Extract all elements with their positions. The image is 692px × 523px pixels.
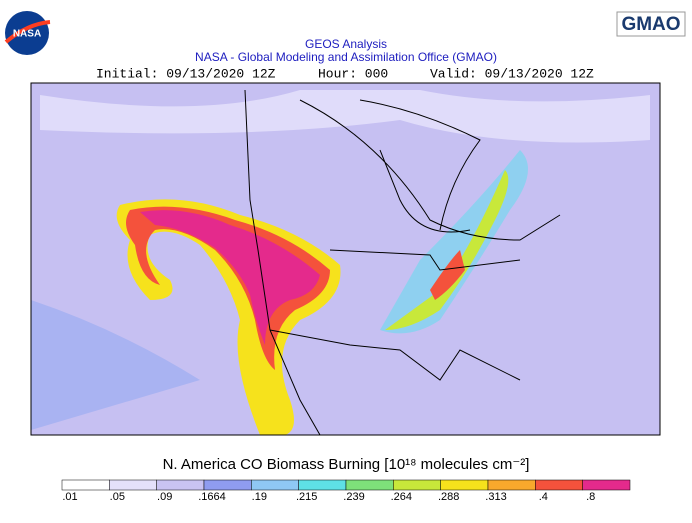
logo-text: GMAO	[621, 14, 680, 35]
logo-text: NASA	[13, 29, 41, 40]
colorbar-label: .313	[485, 491, 506, 503]
title: GEOS Analysis	[305, 37, 387, 51]
colorbar-label: .19	[252, 491, 267, 503]
map-frame	[30, 82, 661, 436]
map	[30, 82, 661, 436]
colorbar-segment	[393, 479, 441, 491]
colorbar-label: .288	[438, 491, 459, 503]
colorbar-label: .8	[586, 491, 595, 503]
logo-swoosh	[4, 20, 51, 44]
logo-disc	[5, 11, 49, 55]
colorbar-segment	[298, 479, 347, 491]
low-values	[40, 90, 650, 143]
colorbar-segment	[440, 479, 489, 491]
initial-time: Initial: 09/13/2020 12Z	[96, 66, 276, 81]
logo-box	[616, 11, 686, 37]
valid-time: Valid: 09/13/2020 12Z	[430, 66, 594, 81]
colorbar-label: .09	[157, 491, 172, 503]
forecast-hour: Hour: 000	[318, 66, 388, 81]
colorbar-label: .4	[539, 491, 548, 503]
plume-east-peak	[430, 250, 465, 300]
colorbar-segment	[582, 479, 631, 491]
colorbar-segment	[345, 479, 394, 491]
plume-east-core	[385, 170, 509, 330]
nasa-logo: NASA	[4, 11, 51, 55]
colorbar-label: .01	[62, 491, 77, 503]
colorbar-segment	[61, 479, 110, 491]
colorbar-label: .264	[391, 491, 412, 503]
colorbar: .01 .05 .09 .1664 .19 .215 .239 .264 .288 .313 .4.…	[61, 479, 631, 503]
colorbar-segment	[109, 479, 157, 491]
colorbar-label: .1664	[198, 491, 226, 503]
colorbar-segment	[535, 479, 583, 491]
plume-east	[380, 150, 528, 334]
plume-west-core	[140, 210, 320, 345]
colorbar-segment	[487, 479, 536, 491]
colorbar-title: N. America CO Biomass Burning [10¹⁸ mole…	[163, 456, 530, 473]
coastlines	[244, 89, 561, 435]
colorbar-segment	[251, 479, 299, 491]
colorbar-segment	[156, 479, 205, 491]
colorbar-label: .239	[343, 491, 364, 503]
gmao-logo: GMAO	[616, 11, 686, 37]
subtitle: NASA - Global Modeling and Assimilation …	[195, 50, 497, 64]
mid-values	[31, 300, 200, 430]
colorbar-label: .05	[110, 491, 125, 503]
colorbar-segment	[203, 479, 252, 491]
colorbar-label: .215	[296, 491, 317, 503]
